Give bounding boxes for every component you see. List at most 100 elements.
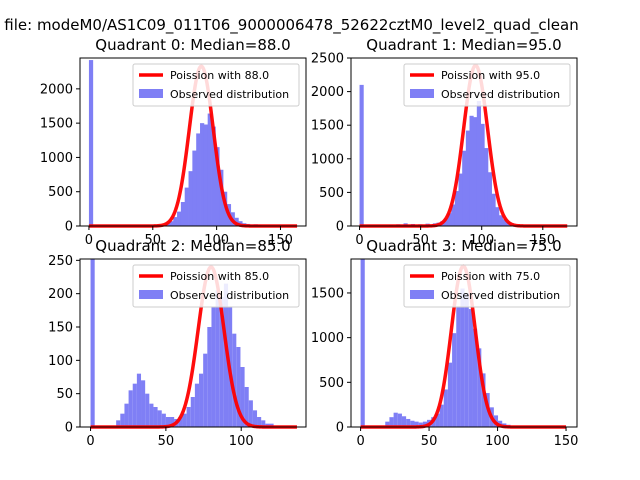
hist-bar <box>128 390 133 427</box>
x-tick-label: 100 <box>469 233 494 248</box>
hist-bar <box>232 333 237 427</box>
x-tick-label: 100 <box>204 233 229 248</box>
quadrant-title: Quadrant 1: Median=95.0 <box>366 36 561 54</box>
hist-bar <box>236 347 241 427</box>
hist-bar <box>124 403 129 427</box>
legend-label-observed: Observed distribution <box>170 88 289 101</box>
y-tick-label: 1000 <box>311 331 344 346</box>
quadrant-3-histogram <box>360 259 511 427</box>
axes-frame <box>350 57 578 227</box>
hist-bar <box>199 373 204 427</box>
y-tick-label: 1500 <box>311 286 344 301</box>
hist-bar <box>477 348 482 427</box>
hist-bar <box>207 113 212 226</box>
x-tick-label: 150 <box>268 233 293 248</box>
x-tick-label: 0 <box>86 434 94 449</box>
hist-bar <box>188 171 193 226</box>
suptitle-text: n file: modeM0/AS1C09_011T06_9000006478_… <box>0 16 579 34</box>
hist-bar <box>194 383 200 427</box>
hist-bar <box>476 101 481 226</box>
hist-bar <box>401 416 407 427</box>
axes-frame <box>350 258 578 428</box>
hist-bar <box>161 413 166 427</box>
quadrant-title: Quadrant 2: Median=85.0 <box>95 237 290 255</box>
legend-label-poisson: Poission with 95.0 <box>441 69 540 82</box>
y-tick-label: 100 <box>48 354 73 369</box>
hist-bar <box>410 420 415 427</box>
hist-bar <box>203 353 208 427</box>
hist-bar <box>414 421 419 427</box>
hist-bar <box>406 418 411 427</box>
hist-bar <box>385 421 390 427</box>
legend-box <box>132 63 300 107</box>
hist-bar <box>211 307 216 427</box>
hist-bar <box>261 420 266 427</box>
axes-frame <box>79 258 307 428</box>
hist-bar <box>469 115 474 226</box>
x-tick-label: 50 <box>421 434 438 449</box>
hist-bar <box>447 362 453 427</box>
hist-bar <box>452 333 457 427</box>
hist-bar <box>165 417 171 427</box>
hist-bar <box>443 218 448 226</box>
y-tick-label: 2000 <box>311 85 344 100</box>
hist-bar <box>456 306 461 427</box>
hist-bar <box>240 367 245 427</box>
legend-label-observed: Observed distribution <box>441 88 560 101</box>
hist-bar <box>465 130 470 226</box>
hist-bar <box>177 211 182 226</box>
hist-bar <box>153 407 158 427</box>
hist-bar <box>472 328 478 427</box>
y-tick-label: 1000 <box>40 151 73 166</box>
hist-bar <box>182 413 187 427</box>
hist-bar <box>418 422 423 427</box>
hist-bar <box>149 403 154 427</box>
hist-bar <box>468 309 473 427</box>
hist-bar <box>460 288 465 427</box>
hist-bar <box>443 389 448 427</box>
legend: Poission with 88.0 Observed distribution <box>132 63 300 107</box>
hist-bar <box>252 410 258 427</box>
hist-bar <box>393 412 398 427</box>
quadrant-title: Quadrant 0: Median=88.0 <box>95 36 290 54</box>
y-tick-label: 0 <box>65 220 73 235</box>
hist-bar <box>473 117 478 226</box>
hist-bar <box>359 84 364 226</box>
y-tick-label: 150 <box>48 321 73 336</box>
hist-bar <box>211 126 216 226</box>
x-tick-label: 100 <box>485 434 510 449</box>
legend-box <box>132 264 300 308</box>
hist-bar <box>481 373 486 427</box>
y-tick-label: 250 <box>48 254 73 269</box>
hist-bar <box>435 413 440 427</box>
hist-bar <box>495 207 500 226</box>
hist-bar <box>90 259 95 427</box>
hist-bar <box>451 204 456 226</box>
hist-bar <box>439 404 444 427</box>
hist-bar <box>141 380 146 427</box>
hist-bar <box>498 215 503 226</box>
x-tick-label: 150 <box>530 233 555 248</box>
hist-bar <box>186 407 191 427</box>
hist-bar <box>192 150 197 226</box>
y-tick-label: 2000 <box>40 82 73 97</box>
hist-bar <box>464 292 469 427</box>
legend: Poission with 75.0 Observed distribution <box>403 264 571 308</box>
hist-bar <box>248 400 253 427</box>
y-tick-label: 200 <box>48 287 73 302</box>
hist-bar <box>491 193 496 226</box>
x-tick-label: 150 <box>554 434 579 449</box>
hist-bar <box>207 327 212 427</box>
hist-bar <box>215 147 220 226</box>
x-tick-label: 50 <box>145 233 162 248</box>
legend-label-poisson: Poission with 88.0 <box>170 69 269 82</box>
y-tick-label: 1000 <box>311 152 344 167</box>
x-tick-label: 50 <box>158 434 175 449</box>
legend-label-observed: Observed distribution <box>170 289 289 302</box>
legend-label-observed: Observed distribution <box>441 289 560 302</box>
axes-frame <box>79 57 307 227</box>
legend: Poission with 95.0 Observed distribution <box>403 63 571 107</box>
legend-hist-swatch <box>410 89 434 98</box>
legend-box <box>403 264 571 308</box>
